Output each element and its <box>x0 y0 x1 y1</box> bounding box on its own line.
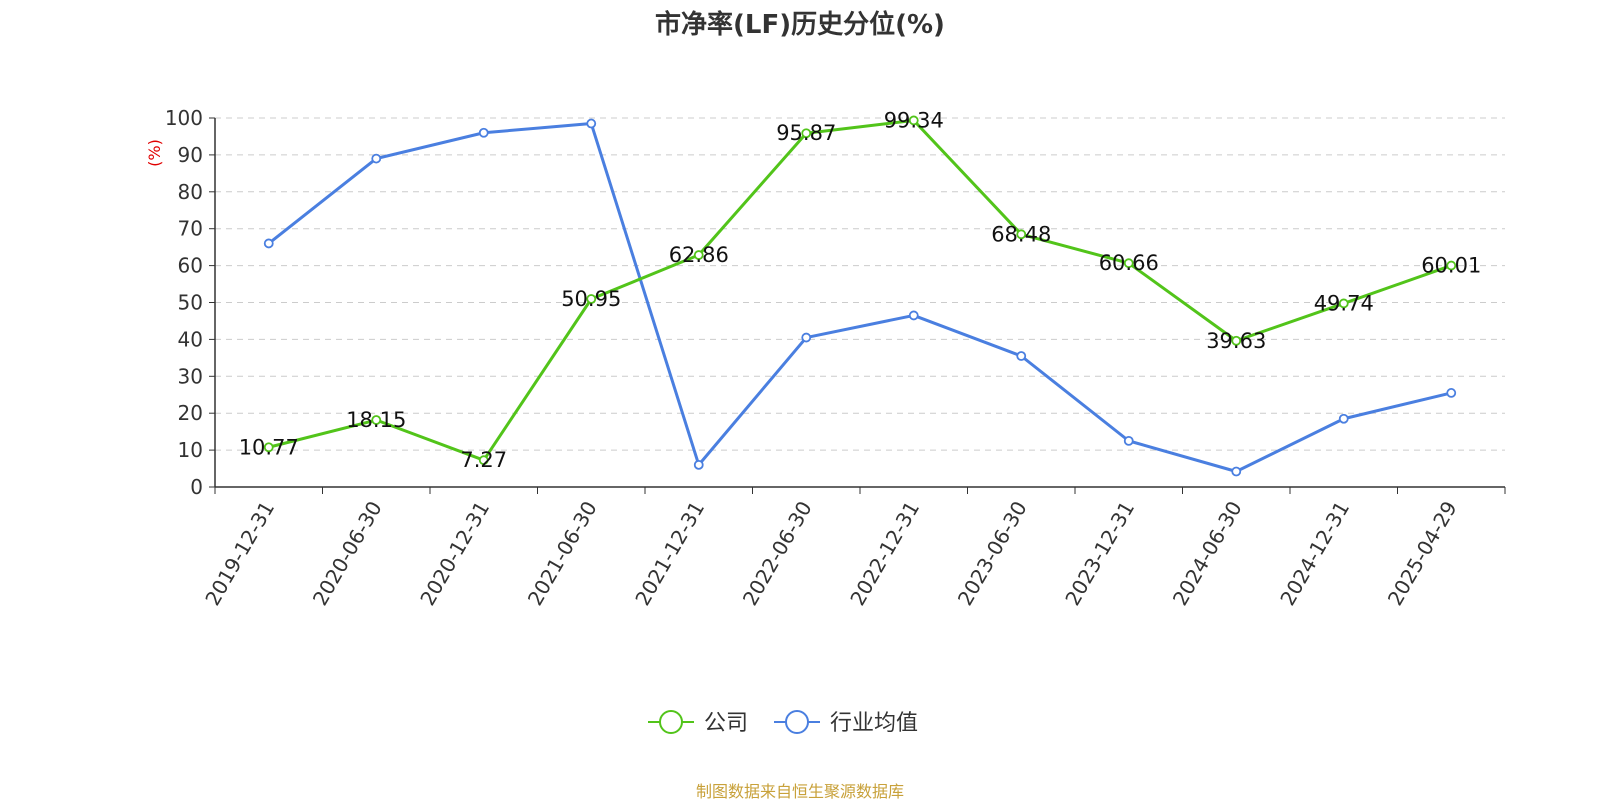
legend: 公司 行业均值 <box>648 710 918 736</box>
y-tick-label: 60 <box>178 254 203 278</box>
data-point-company <box>693 250 704 260</box>
data-label: 95.87 <box>776 121 836 145</box>
x-tick-label: 2025-04-29 <box>1383 497 1462 610</box>
data-label: 60.01 <box>1421 254 1481 278</box>
legend-label: 公司 <box>704 711 748 736</box>
data-point-company <box>908 115 919 126</box>
data-point-company <box>1446 260 1457 271</box>
data-point-industry <box>478 127 489 138</box>
x-tick-label: 2019-12-31 <box>200 497 279 610</box>
data-point-industry <box>1016 351 1027 361</box>
x-tick-label: 2022-12-31 <box>845 497 924 610</box>
data-label: 7.27 <box>460 448 507 472</box>
data-point-industry <box>1231 466 1242 477</box>
data-labels: 10.77 18.15 7.27 50.95 62.86 95.87 99.34 68.48 6… <box>239 108 1482 472</box>
x-tick-label: 2020-06-30 <box>308 497 387 610</box>
data-point-industry <box>586 118 597 129</box>
data-point-company <box>1231 335 1242 346</box>
data-point-company <box>801 128 812 139</box>
data-point-industry <box>1123 435 1134 446</box>
data-label: 49.74 <box>1314 291 1374 315</box>
data-point-company <box>1123 258 1134 269</box>
data-point-company <box>263 442 274 453</box>
data-label: 68.48 <box>991 222 1051 246</box>
x-tick-label: 2021-06-30 <box>523 497 602 610</box>
source-note: 制图数据来自恒生聚源数据库 <box>695 782 904 801</box>
y-tick-label: 90 <box>178 143 203 167</box>
y-tick-label: 80 <box>178 180 203 204</box>
x-tick-label: 2024-06-30 <box>1168 497 1247 610</box>
series-line-company <box>268 118 1452 462</box>
y-tick-label: 50 <box>178 291 203 315</box>
data-point-industry <box>1338 413 1349 424</box>
x-tick-label: 2023-12-31 <box>1060 497 1139 610</box>
data-point-industry <box>908 310 919 321</box>
data-point-industry <box>371 153 382 164</box>
x-tick-label: 2024-12-31 <box>1275 497 1354 610</box>
data-label: 62.86 <box>669 243 729 267</box>
data-label: 60.66 <box>1099 251 1159 275</box>
legend-marker-icon <box>659 710 683 734</box>
y-tick-label: 10 <box>178 438 203 462</box>
series-lines <box>263 115 1457 477</box>
gridlines <box>215 117 1505 451</box>
y-tick-label: 30 <box>178 364 203 388</box>
y-tick-label: 70 <box>178 217 203 241</box>
data-point-industry <box>801 332 812 343</box>
data-point-company <box>1016 229 1027 240</box>
x-tick-label: 2023-06-30 <box>953 497 1032 610</box>
y-axis-label: (%) <box>145 139 164 167</box>
y-tick-label: 20 <box>178 401 203 425</box>
data-point-company <box>1338 298 1349 309</box>
data-point-industry <box>1446 388 1457 398</box>
y-tick-label: 100 <box>165 106 203 130</box>
y-tick-label: 0 <box>190 475 203 499</box>
chart-title: 市净率(LF)历史分位(%) <box>655 10 945 40</box>
x-tick-label: 2022-06-30 <box>738 497 817 610</box>
data-label: 10.77 <box>239 435 299 459</box>
legend-item-industry: 行业均值 <box>774 710 918 736</box>
data-label: 18.15 <box>346 408 406 432</box>
data-label: 99.34 <box>884 108 944 132</box>
data-point-company <box>586 294 597 304</box>
series-line-industry <box>267 122 1452 474</box>
x-tick-label: 2020-12-31 <box>415 497 494 610</box>
data-label: 39.63 <box>1206 329 1266 353</box>
legend-marker-icon <box>785 710 809 734</box>
data-point-industry <box>263 238 274 249</box>
x-tick-label: 2021-12-31 <box>630 497 709 610</box>
data-label: 50.95 <box>561 287 621 311</box>
y-tick-label: 40 <box>178 327 203 351</box>
data-point-company <box>478 455 489 466</box>
legend-label: 行业均值 <box>830 711 918 736</box>
legend-item-company: 公司 <box>648 710 748 736</box>
data-point-company <box>371 415 382 425</box>
data-point-industry <box>693 459 704 470</box>
